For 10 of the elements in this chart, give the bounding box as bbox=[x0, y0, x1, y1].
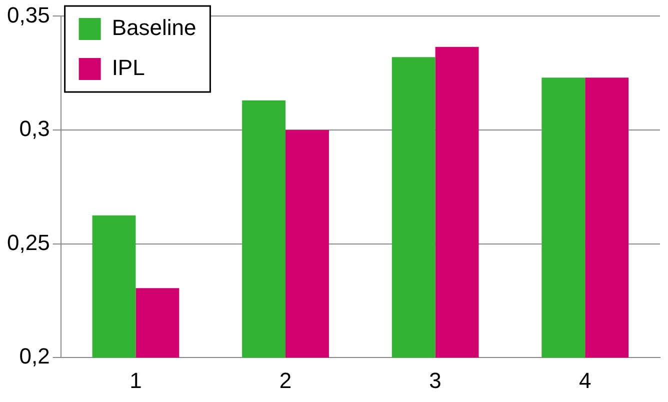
legend-label: IPL bbox=[112, 55, 145, 80]
y-tick-label: 0,3 bbox=[19, 116, 50, 142]
x-tick-label: 1 bbox=[130, 368, 142, 393]
x-tick-label: 2 bbox=[279, 368, 292, 393]
x-tick-label: 3 bbox=[429, 368, 442, 393]
legend-label: Baseline bbox=[112, 15, 196, 40]
y-tick-label: 0,2 bbox=[19, 344, 50, 369]
y-tick-label: 0,35 bbox=[6, 2, 50, 28]
y-tick-label: 0,25 bbox=[6, 230, 50, 255]
x-tick-label: 4 bbox=[578, 368, 592, 393]
